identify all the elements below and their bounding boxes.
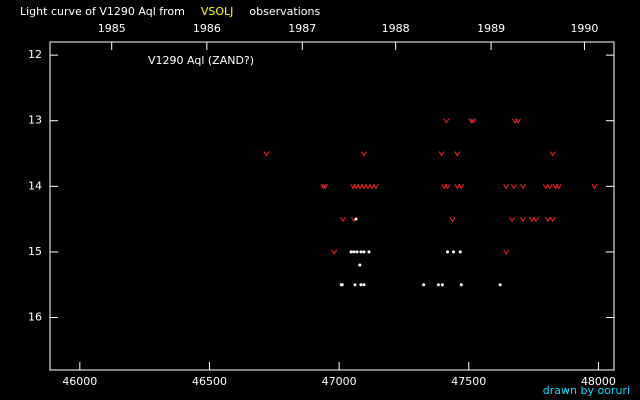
limit-marker bbox=[373, 184, 379, 190]
observation-point bbox=[498, 283, 502, 287]
title: Light curve of V1290 Aql from VSOLJ observ… bbox=[20, 5, 320, 18]
observation-point bbox=[440, 283, 444, 287]
limit-marker bbox=[533, 216, 539, 223]
observation-point bbox=[458, 250, 462, 254]
y-tick-label: 13 bbox=[28, 114, 42, 127]
x2-tick-label: 1989 bbox=[477, 22, 505, 35]
limit-marker bbox=[340, 216, 346, 223]
limit-marker bbox=[438, 151, 445, 157]
limit-marker bbox=[454, 151, 461, 157]
limit-marker bbox=[520, 216, 526, 223]
observation-point bbox=[362, 283, 366, 287]
limit-marker bbox=[444, 184, 451, 190]
observation-point bbox=[358, 263, 362, 267]
observation-point bbox=[353, 283, 357, 287]
limit-marker bbox=[515, 118, 521, 124]
limit-marker bbox=[544, 216, 551, 223]
limit-marker bbox=[528, 216, 535, 223]
observation-point bbox=[354, 217, 358, 221]
limit-marker bbox=[443, 118, 450, 124]
limit-marker bbox=[322, 184, 329, 190]
observation-point bbox=[355, 250, 359, 254]
x-tick-label: 48000 bbox=[581, 375, 616, 388]
observation-point bbox=[436, 283, 440, 287]
x-tick-label: 46500 bbox=[192, 375, 227, 388]
observation-point bbox=[451, 250, 455, 254]
x2-tick-label: 1990 bbox=[570, 22, 598, 35]
observation-point bbox=[352, 250, 356, 254]
observation-point bbox=[446, 250, 450, 254]
limit-marker bbox=[546, 184, 553, 190]
footer: drawn by ooruri bbox=[543, 384, 630, 397]
limit-marker bbox=[468, 118, 475, 124]
plot-frame bbox=[49, 41, 615, 371]
limit-marker bbox=[503, 184, 510, 190]
title-part: Light curve of V1290 Aql from bbox=[20, 5, 185, 18]
limit-marker bbox=[470, 118, 477, 124]
x2-tick-label: 1986 bbox=[193, 22, 221, 35]
x2-tick-label: 1988 bbox=[382, 22, 410, 35]
limit-marker bbox=[449, 216, 456, 223]
limit-marker bbox=[555, 184, 562, 190]
limit-marker bbox=[510, 184, 517, 190]
x-tick-label: 47500 bbox=[451, 375, 486, 388]
limit-marker bbox=[320, 184, 327, 190]
observation-point bbox=[367, 250, 371, 254]
observation-point bbox=[349, 250, 353, 254]
limit-marker bbox=[361, 151, 367, 157]
limit-marker bbox=[458, 184, 465, 190]
y-tick-label: 15 bbox=[28, 245, 42, 258]
limit-marker bbox=[356, 184, 363, 190]
x2-tick-label: 1987 bbox=[288, 22, 316, 35]
limit-marker bbox=[263, 151, 270, 157]
observation-point bbox=[359, 283, 363, 287]
limit-marker bbox=[549, 151, 556, 157]
x-tick-label: 46000 bbox=[62, 375, 97, 388]
limit-marker bbox=[509, 216, 516, 223]
y-tick-label: 14 bbox=[28, 179, 42, 192]
limit-marker bbox=[503, 249, 510, 255]
x2-tick-label: 1985 bbox=[98, 22, 126, 35]
limit-marker bbox=[549, 216, 556, 223]
observation-point bbox=[459, 283, 463, 287]
observation-point bbox=[362, 250, 366, 254]
limit-marker bbox=[368, 184, 375, 190]
observation-point bbox=[422, 283, 426, 287]
x-tick-label: 47000 bbox=[322, 375, 357, 388]
annotation: V1290 Aql (ZAND?) bbox=[148, 54, 254, 67]
limit-marker bbox=[520, 184, 526, 190]
title-part: observations bbox=[249, 5, 320, 18]
observation-point bbox=[359, 250, 363, 254]
y-tick-label: 16 bbox=[28, 311, 42, 324]
title-part: VSOLJ bbox=[201, 5, 234, 18]
y-tick-label: 12 bbox=[28, 48, 42, 61]
observation-point bbox=[340, 283, 344, 287]
limit-marker bbox=[331, 249, 338, 255]
limit-marker bbox=[591, 184, 598, 190]
